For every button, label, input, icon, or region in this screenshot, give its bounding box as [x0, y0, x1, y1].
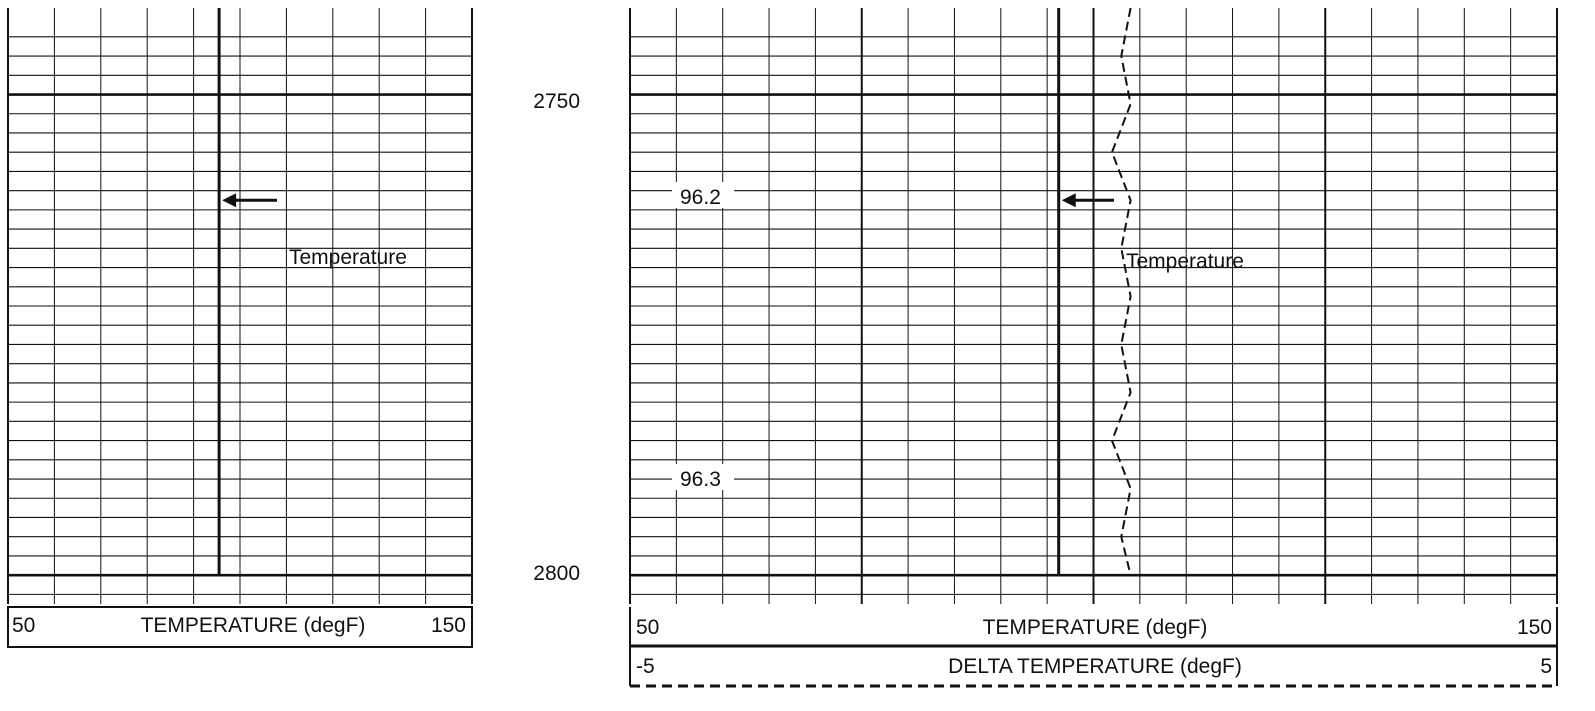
depth-label-2750: 2750 [533, 90, 580, 113]
depth-labels: 2750 2800 [533, 90, 580, 585]
header-box [7, 606, 473, 648]
depth-label-2800: 2800 [533, 562, 580, 585]
annotation-right: Temperature [1061, 193, 1244, 273]
temperature-annotation: Temperature [289, 246, 407, 269]
scale-label: TEMPERATURE (degF) [983, 616, 1208, 639]
side-label-96-3: 96.3 [680, 468, 721, 491]
scale-max-label: 150 [431, 614, 466, 637]
grid-right [629, 8, 1558, 604]
temperature-annotation: Temperature [1126, 250, 1244, 273]
side-labels: 96.2 96.3 [672, 182, 734, 491]
arrow-icon [1061, 193, 1076, 208]
grid-left [7, 8, 473, 604]
track1-header: 50 TEMPERATURE (degF) 150 [7, 606, 473, 648]
delta-scale-max-label: 5 [1540, 655, 1552, 678]
temperature-track-left: Temperature 50 TEMPERATURE (degF) 150 [7, 8, 473, 648]
delta-scale-min-label: -5 [636, 655, 655, 678]
scale-min-label: 50 [12, 614, 35, 637]
curves-right [1057, 7, 1132, 576]
arrow-icon [222, 193, 237, 208]
temperature-track-right: 96.2 96.3 Temperature 50 TEMPERATURE (de… [629, 7, 1558, 688]
scale-label: TEMPERATURE (degF) [141, 614, 366, 637]
side-label-bg [672, 182, 734, 208]
annotation-left: Temperature [222, 193, 407, 269]
delta-temperature-curve [1110, 7, 1132, 576]
side-label-bg [672, 464, 734, 490]
scale-max-label: 150 [1517, 616, 1552, 639]
scale-min-label: 50 [636, 616, 659, 639]
delta-scale-label: DELTA TEMPERATURE (degF) [948, 655, 1242, 678]
track2-header: 50 TEMPERATURE (degF) 150 -5 DELTA TEMPE… [629, 607, 1558, 688]
side-label-96-2: 96.2 [680, 186, 721, 209]
